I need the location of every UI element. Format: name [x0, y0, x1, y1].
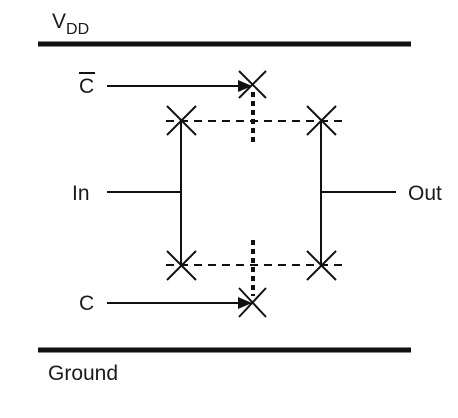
c-bar-label: C	[79, 75, 94, 98]
input-label: In	[72, 182, 90, 205]
vdd-label: VDD	[52, 10, 89, 38]
c-bar-control: C	[79, 72, 252, 98]
output-node: Out	[321, 182, 442, 205]
x-marker-top-gate	[238, 70, 267, 99]
ground-rail-group: Ground	[38, 347, 411, 385]
x-marker-top-left	[166, 105, 197, 136]
c-control: C	[79, 292, 252, 315]
c-bar-arrowhead	[238, 80, 252, 92]
x-marker-bottom-gate	[238, 287, 267, 318]
input-node: In	[72, 182, 181, 205]
c-label: C	[79, 292, 94, 315]
ground-label: Ground	[48, 362, 118, 385]
vdd-rail-group: VDD	[38, 10, 411, 47]
c-arrowhead	[238, 297, 252, 309]
output-label: Out	[408, 182, 442, 205]
x-marker-top-right	[306, 105, 337, 136]
x-marker-bottom-left	[166, 250, 197, 281]
x-marker-bottom-right	[306, 250, 337, 281]
